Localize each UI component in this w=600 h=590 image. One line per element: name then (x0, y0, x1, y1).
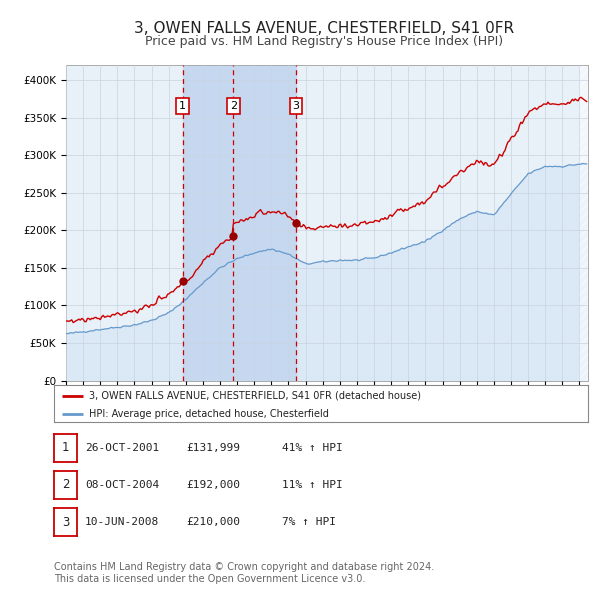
Text: 10-JUN-2008: 10-JUN-2008 (85, 517, 160, 527)
Text: £192,000: £192,000 (186, 480, 240, 490)
Text: 3, OWEN FALLS AVENUE, CHESTERFIELD, S41 0FR: 3, OWEN FALLS AVENUE, CHESTERFIELD, S41 … (134, 21, 514, 35)
Text: 11% ↑ HPI: 11% ↑ HPI (282, 480, 343, 490)
Text: 26-OCT-2001: 26-OCT-2001 (85, 443, 160, 453)
Text: 41% ↑ HPI: 41% ↑ HPI (282, 443, 343, 453)
Bar (233, 65, 296, 381)
Text: 1: 1 (62, 441, 69, 454)
Text: £131,999: £131,999 (186, 443, 240, 453)
Bar (580, 65, 588, 381)
Text: Price paid vs. HM Land Registry's House Price Index (HPI): Price paid vs. HM Land Registry's House … (145, 35, 503, 48)
Text: £210,000: £210,000 (186, 517, 240, 527)
Text: 08-OCT-2004: 08-OCT-2004 (85, 480, 160, 490)
Text: 3: 3 (293, 101, 299, 112)
Text: HPI: Average price, detached house, Chesterfield: HPI: Average price, detached house, Ches… (89, 409, 329, 419)
Text: Contains HM Land Registry data © Crown copyright and database right 2024.
This d: Contains HM Land Registry data © Crown c… (54, 562, 434, 584)
Text: 3, OWEN FALLS AVENUE, CHESTERFIELD, S41 0FR (detached house): 3, OWEN FALLS AVENUE, CHESTERFIELD, S41 … (89, 391, 421, 401)
Text: 1: 1 (179, 101, 186, 112)
Bar (183, 65, 233, 381)
Text: 2: 2 (230, 101, 237, 112)
Text: 2: 2 (62, 478, 69, 491)
Text: 3: 3 (62, 516, 69, 529)
Text: 7% ↑ HPI: 7% ↑ HPI (282, 517, 336, 527)
